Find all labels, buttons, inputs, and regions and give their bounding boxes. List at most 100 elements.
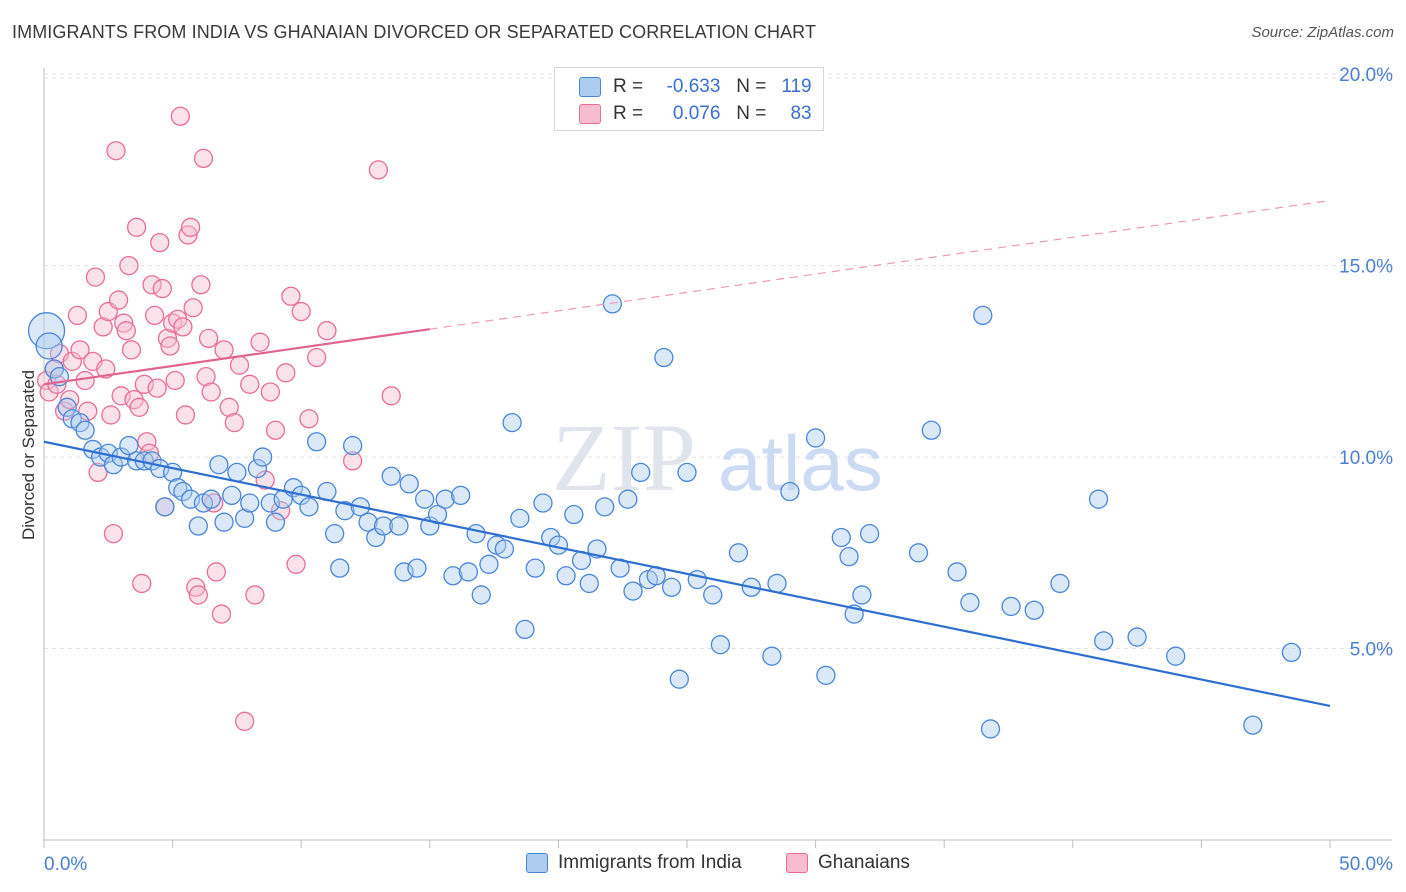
legend-row-ghana: R = 0.076 N = 83	[579, 101, 812, 127]
india-point-116	[1094, 631, 1114, 651]
ghana-point-38	[152, 278, 172, 299]
ghana-point-53	[191, 275, 211, 295]
ghana-point-76	[291, 301, 311, 322]
ghana-point-40	[157, 328, 178, 349]
india-point-31	[240, 493, 260, 513]
india-point-98	[780, 481, 800, 502]
india-point-90	[677, 462, 697, 483]
india-point-67	[502, 412, 522, 433]
india-point-60	[451, 485, 471, 506]
legend-row-india: R = -0.633 N = 119	[579, 74, 812, 100]
india-point-112	[1001, 596, 1021, 617]
india-point-96	[762, 646, 782, 666]
india-point-59	[443, 566, 463, 586]
india-point-1	[35, 332, 63, 360]
india-point-58	[435, 489, 455, 509]
india-point-91	[687, 569, 707, 590]
india-point-30	[234, 508, 255, 528]
india-point-44	[335, 501, 355, 521]
ghana-point-48	[178, 225, 198, 245]
india-point-48	[366, 527, 386, 548]
india-point-55	[415, 489, 435, 509]
india-point-62	[466, 524, 486, 544]
ghana-point-46	[173, 317, 193, 337]
india-point-26	[209, 455, 229, 475]
series-legend: Immigrants from India Ghanaians	[0, 852, 1406, 878]
legend-label-india: Immigrants from India	[558, 852, 742, 873]
ghana-point-74	[281, 286, 301, 306]
ghana-point-18	[101, 405, 121, 425]
india-point-120	[1281, 642, 1302, 663]
india-point-28	[222, 485, 242, 506]
ghana-point-16	[96, 359, 116, 379]
legend-item-india[interactable]: Immigrants from India	[526, 852, 742, 874]
ghana-point-50	[183, 298, 203, 318]
watermark-zip: ZIP	[552, 404, 696, 511]
india-point-89	[669, 669, 689, 689]
india-point-45	[342, 435, 363, 456]
india-point-114	[1050, 573, 1070, 594]
ghana-point-69	[255, 470, 275, 490]
ghana-point-78	[306, 347, 327, 368]
india-point-70	[525, 558, 545, 578]
legend-n-value-ghana: 83	[790, 103, 812, 124]
india-point-61	[458, 562, 479, 582]
ghana-point-62	[219, 397, 239, 417]
legend-n-label: N =	[736, 103, 767, 124]
ghana-point-29	[129, 397, 149, 417]
ghana-point-79	[317, 321, 337, 341]
trend-line-ghana-dashed	[429, 199, 1331, 330]
india-point-7	[75, 420, 95, 440]
india-point-106	[908, 543, 929, 563]
legend-n-value-india: 119	[781, 76, 812, 97]
y-tick-labels: 5.0% 10.0% 15.0% 20.0%	[1339, 65, 1393, 660]
india-point-93	[710, 635, 731, 655]
x-tick-label-1: 50.0%	[1339, 854, 1393, 875]
legend-item-ghana[interactable]: Ghanaians	[786, 852, 910, 874]
series-ghanaians	[36, 106, 401, 731]
india-point-99	[805, 428, 826, 448]
india-point-39	[299, 497, 319, 517]
india-point-63	[471, 585, 491, 605]
india-point-40	[306, 432, 327, 452]
ghana-point-71	[265, 420, 286, 440]
ghana-point-24	[116, 321, 136, 341]
india-point-77	[579, 573, 599, 594]
ghana-point-23	[114, 313, 134, 333]
ghana-point-60	[211, 604, 232, 624]
ghana-point-59	[206, 562, 226, 582]
ghana-point-45	[170, 106, 190, 126]
ghana-point-20	[106, 141, 126, 161]
india-point-84	[631, 462, 651, 483]
legend-swatch-ghana	[786, 853, 808, 873]
y-axis-label: Divorced or Separated	[19, 370, 38, 540]
ghana-point-43	[165, 370, 185, 391]
ghana-point-36	[147, 378, 167, 398]
ghana-point-73	[276, 363, 296, 383]
india-point-66	[494, 539, 515, 559]
x-tick-labels: 0.0% 50.0%	[44, 854, 1393, 875]
legend-swatch-india	[579, 77, 601, 97]
ghana-point-9	[70, 340, 90, 360]
india-point-104	[852, 585, 872, 605]
ghana-point-75	[286, 554, 306, 574]
india-point-69	[515, 619, 535, 640]
india-point-118	[1166, 646, 1186, 666]
ghana-point-82	[381, 386, 401, 406]
india-point-88	[661, 577, 682, 597]
ghana-point-32	[137, 432, 157, 452]
india-point-23	[188, 516, 208, 536]
india-point-51	[389, 516, 409, 536]
india-point-79	[595, 497, 615, 517]
ghana-point-55	[196, 367, 216, 387]
ghana-point-30	[132, 573, 152, 594]
ghana-point-10	[75, 370, 95, 391]
ghana-point-66	[240, 374, 260, 394]
india-point-13	[119, 435, 139, 456]
axes	[43, 68, 1392, 848]
ghana-point-65	[234, 711, 255, 731]
ghana-point-37	[150, 232, 170, 253]
trend-line-ghana-solid	[43, 328, 430, 386]
ghana-point-26	[121, 340, 142, 360]
